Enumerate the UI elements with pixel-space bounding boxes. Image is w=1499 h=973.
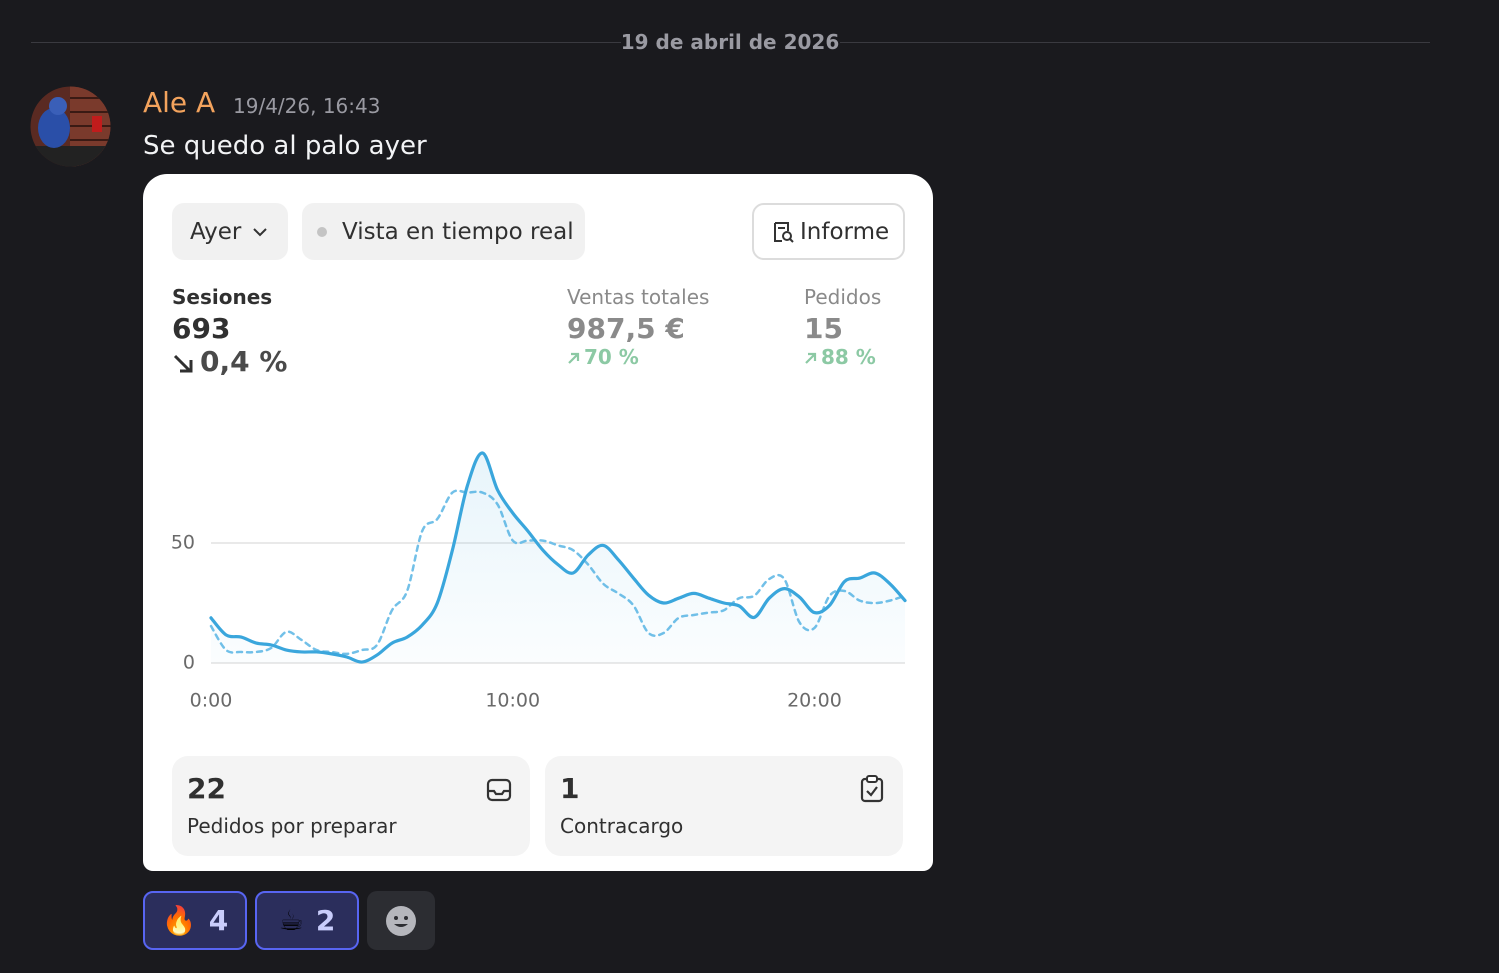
reaction[interactable]: ☕ 2 — [255, 891, 359, 950]
divider-line — [31, 42, 621, 43]
x-tick-label: 20:00 — [787, 690, 842, 712]
realtime-label: Vista en tiempo real — [342, 218, 574, 245]
x-tick-label: 0:00 — [190, 690, 233, 712]
tile-label: Contracargo — [560, 814, 684, 838]
date-divider: 19 de abril de 2026 — [620, 30, 840, 54]
realtime-button: Vista en tiempo real — [302, 203, 585, 260]
attachment-image[interactable]: Ayer Vista en tiempo real Informe Sesion… — [143, 174, 933, 871]
tile-value: 1 — [560, 772, 580, 805]
period-label: Ayer — [190, 218, 242, 245]
reaction-count: 2 — [315, 904, 336, 937]
area — [211, 452, 905, 663]
chevron-icon — [253, 227, 268, 236]
trend-down-icon — [173, 354, 193, 373]
metric-label: Ventas totales — [567, 285, 710, 309]
reaction-emoji: 🔥 — [161, 904, 197, 937]
sessions-chart: 0 50 0:00 10:00 20:00 — [171, 451, 907, 712]
metric-value: 987,5 € — [567, 312, 685, 345]
report-button: Informe — [752, 203, 905, 260]
status-dot — [317, 226, 327, 237]
tile-value: 22 — [187, 772, 226, 805]
divider-line — [840, 42, 1430, 43]
metric-change: 88 % — [821, 345, 876, 369]
add-reaction-icon — [386, 905, 416, 936]
y-tick-label: 50 — [171, 532, 195, 554]
reaction[interactable]: 🔥 4 — [143, 891, 247, 950]
report-icon — [774, 221, 794, 243]
metric-change: 70 % — [584, 345, 639, 369]
summary-tile: 22 Pedidos por preparar — [172, 756, 530, 856]
y-tick-label: 0 — [183, 652, 195, 674]
period-button: Ayer — [172, 203, 288, 260]
series-line — [209, 451, 907, 664]
trend-up-icon — [805, 352, 817, 364]
metric-value: 15 — [804, 312, 843, 345]
inbox-icon — [486, 778, 512, 802]
trend-up-icon — [568, 352, 580, 364]
reaction-count: 4 — [208, 904, 229, 937]
reaction-emoji: ☕ — [278, 904, 304, 937]
metric-value: 693 — [172, 312, 231, 345]
message-text: Se quedo al palo ayer — [143, 131, 427, 161]
x-tick-label: 10:00 — [485, 690, 540, 712]
tile-label: Pedidos por preparar — [187, 814, 397, 838]
timestamp: 19/4/26, 16:43 — [233, 94, 381, 118]
metric-label: Sesiones — [172, 285, 273, 309]
metric-change: 0,4 % — [200, 345, 288, 378]
author-name[interactable]: Ale A — [143, 86, 216, 119]
report-label: Informe — [800, 218, 890, 245]
clipboard-icon — [860, 775, 884, 803]
metric-label: Pedidos — [804, 285, 882, 309]
summary-tile: 1 Contracargo — [545, 756, 903, 856]
avatar[interactable] — [30, 86, 111, 167]
add-reaction-button[interactable] — [367, 891, 435, 950]
